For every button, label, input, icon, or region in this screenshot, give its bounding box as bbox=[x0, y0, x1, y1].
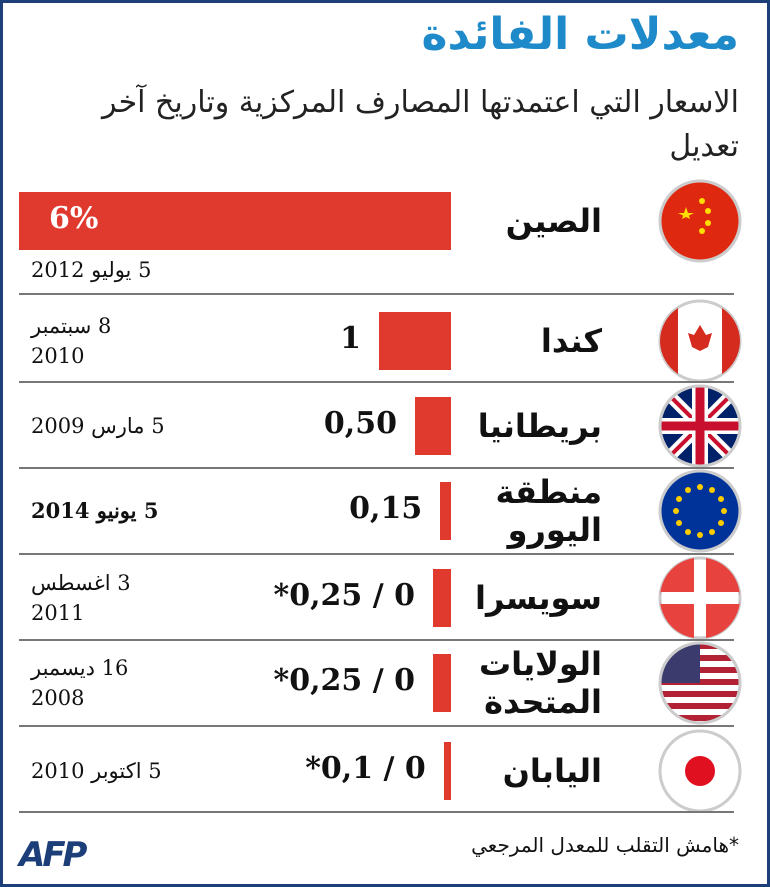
value-label: 0,15 bbox=[349, 491, 423, 526]
subtitle: الاسعار التي اعتمدتها المصارف المركزية و… bbox=[102, 85, 739, 164]
date: 3 اغسطس 2011 bbox=[31, 571, 131, 625]
separator bbox=[19, 553, 734, 555]
date: 8 سبتمبر 2010 bbox=[31, 314, 112, 368]
bar bbox=[440, 482, 451, 540]
value-label: 0,50 bbox=[323, 406, 397, 441]
separator bbox=[19, 811, 734, 813]
separator bbox=[19, 293, 734, 295]
separator bbox=[19, 725, 734, 727]
date: 5 اكتوبر 2010 bbox=[31, 759, 162, 783]
footnote: *هامش التقلب للمعدل المرجعي bbox=[471, 833, 739, 857]
country-name: منطقة اليورو bbox=[495, 473, 602, 549]
country-name: الولايات المتحدة bbox=[478, 645, 602, 721]
country-name: سويسرا bbox=[475, 579, 602, 617]
date: 5 يوليو 2012 bbox=[31, 258, 152, 282]
date: 16 ديسمبر 2008 bbox=[31, 656, 129, 710]
value-label: 6% bbox=[49, 201, 99, 236]
value-label: *0,25 / 0 bbox=[273, 663, 415, 698]
bar bbox=[443, 742, 451, 800]
title: معدلات الفائدة bbox=[421, 9, 740, 60]
country-name: بريطانيا bbox=[477, 407, 602, 445]
bar bbox=[433, 654, 451, 712]
country-name: كندا bbox=[540, 322, 602, 360]
flags bbox=[658, 179, 742, 813]
date: 5 يونيو 2014 bbox=[31, 498, 159, 523]
separator bbox=[19, 381, 734, 383]
value-label: *0,1 / 0 bbox=[305, 751, 426, 786]
value-label: 1 bbox=[340, 321, 361, 356]
bar bbox=[433, 569, 451, 627]
bar bbox=[415, 397, 451, 455]
date: 5 مارس 2009 bbox=[31, 414, 165, 438]
separator bbox=[19, 639, 734, 641]
bar bbox=[379, 312, 451, 370]
bar bbox=[19, 192, 451, 250]
value-label: *0,25 / 0 bbox=[273, 578, 415, 613]
country-name: اليابان bbox=[502, 752, 602, 790]
source-logo: AFP bbox=[19, 835, 87, 875]
separator bbox=[19, 467, 734, 469]
country-name: الصين bbox=[505, 202, 602, 240]
